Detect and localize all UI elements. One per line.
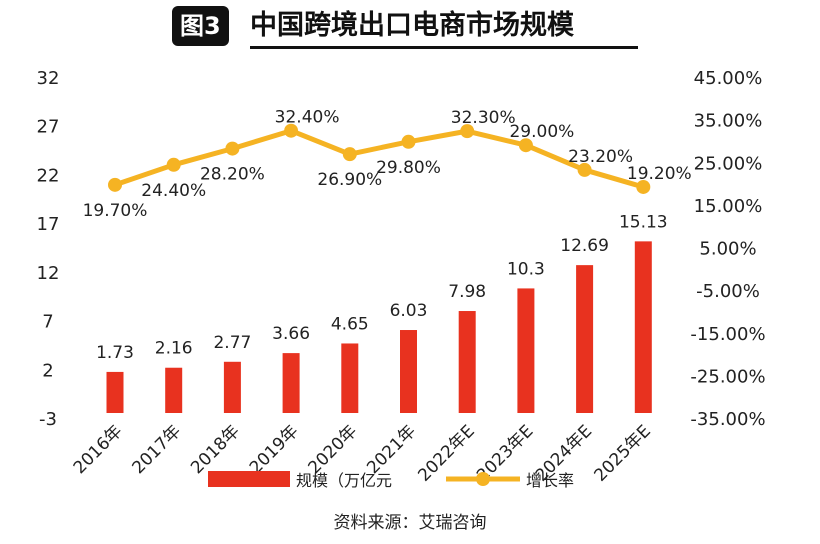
bar-value-label: 4.65	[331, 314, 369, 334]
right-tick-label: 5.00%	[699, 239, 756, 260]
bar	[517, 288, 535, 413]
line-value-label: 29.80%	[376, 158, 441, 178]
bar-value-label: 10.3	[507, 259, 545, 279]
left-tick-label: 12	[37, 263, 60, 284]
bar	[106, 371, 124, 413]
left-tick-label: 7	[42, 312, 53, 333]
legend-bar-swatch	[208, 471, 290, 487]
x-tick-label: 2025年E	[590, 421, 654, 485]
legend-bar-label: 规模（万亿元	[296, 471, 392, 490]
bar	[400, 330, 417, 413]
bar	[223, 361, 241, 413]
bar-value-label: 6.03	[390, 301, 428, 321]
right-tick-label: 35.00%	[694, 111, 763, 132]
left-axis-ticks: 32 27 22 17 12 7 2 -3	[37, 68, 60, 430]
line-value-label: 32.40%	[275, 108, 340, 128]
x-tick-label: 2022年E	[414, 421, 478, 485]
right-tick-label: -5.00%	[696, 281, 760, 302]
bar-value-label: 2.16	[155, 339, 193, 359]
bar	[458, 311, 476, 413]
left-tick-label: 17	[37, 214, 60, 235]
bar-value-label: 7.98	[448, 282, 486, 302]
right-tick-label: 15.00%	[694, 196, 763, 217]
bar-series: 1.73 2.16 2.77 3.66 4.65 6.03 7.98 10.3 12.69 15.…	[96, 212, 668, 413]
line-point	[166, 157, 181, 172]
x-tick-label: 2017年	[128, 421, 185, 478]
line-point	[518, 138, 533, 153]
line-value-label: 19.70%	[83, 201, 148, 221]
right-tick-label: 45.00%	[694, 68, 763, 89]
legend: 规模（万亿元 增长率	[208, 471, 574, 490]
bar-value-label: 1.73	[96, 343, 134, 363]
x-tick-label: 2018年	[187, 421, 244, 478]
left-tick-label: 22	[37, 165, 60, 186]
right-tick-label: -35.00%	[690, 409, 765, 430]
title-underline	[250, 46, 638, 49]
left-tick-label: -3	[39, 409, 57, 430]
line-point	[401, 134, 416, 149]
x-tick-label: 2021年	[363, 421, 420, 478]
line-value-label: 29.00%	[509, 122, 574, 142]
right-tick-label: -15.00%	[690, 324, 765, 345]
line-value-label: 28.20%	[200, 165, 265, 185]
left-tick-label: 32	[37, 68, 60, 89]
line-point	[636, 179, 651, 194]
left-tick-label: 2	[42, 360, 53, 381]
line-point	[342, 147, 357, 162]
bar	[634, 241, 652, 413]
line-value-label: 24.40%	[141, 181, 206, 201]
right-axis-ticks: 45.00% 35.00% 25.00% 15.00% 5.00% -5.00% -15.0…	[690, 68, 765, 430]
line-point	[108, 177, 122, 192]
line-point	[460, 124, 475, 139]
bar-value-label: 15.13	[619, 212, 668, 232]
legend-line-marker	[476, 472, 490, 486]
line-series: 19.70%24.40%28.20% 32.40% 26.90%29.80% 32.3…	[83, 108, 692, 221]
bar	[282, 353, 300, 413]
line-value-label: 23.20%	[568, 147, 633, 167]
chart-title: 中国跨境出口电商市场规模	[250, 10, 574, 41]
x-tick-label: 2019年	[246, 421, 303, 478]
x-tick-label: 2020年	[305, 421, 362, 478]
bar	[576, 265, 594, 413]
line-value-label: 19.20%	[627, 164, 692, 184]
figure-number-badge: 图3	[172, 6, 229, 46]
source-note: 资料来源：艾瑞咨询	[333, 513, 487, 533]
right-tick-label: 25.00%	[694, 153, 763, 174]
bar-value-label: 12.69	[560, 236, 609, 256]
line-point	[284, 123, 299, 138]
bar-value-label: 3.66	[272, 324, 310, 344]
line-point	[225, 141, 240, 156]
title-area: 图3 中国跨境出口电商市场规模	[0, 0, 820, 58]
bar	[341, 343, 359, 413]
right-tick-label: -25.00%	[690, 366, 765, 387]
left-tick-label: 27	[37, 117, 60, 138]
line-value-label: 32.30%	[451, 108, 516, 128]
growth-rate-line	[114, 128, 644, 190]
line-point	[577, 162, 592, 177]
bar-value-label: 2.77	[213, 333, 251, 353]
x-tick-label: 2016年	[70, 421, 127, 478]
bar	[165, 367, 183, 413]
line-value-label: 26.90%	[317, 170, 382, 190]
legend-line-label: 增长率	[526, 471, 574, 490]
